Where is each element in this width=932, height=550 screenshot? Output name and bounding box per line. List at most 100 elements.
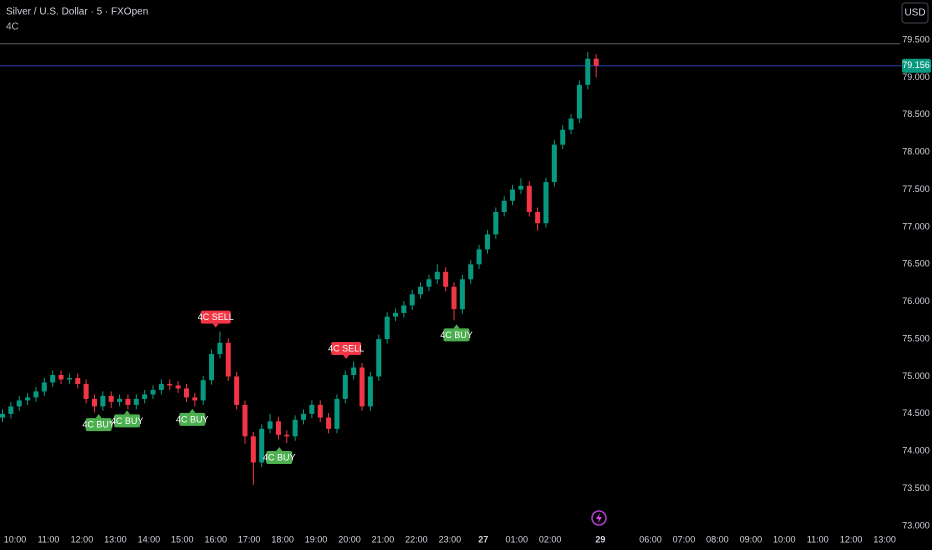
candle-body bbox=[50, 374, 56, 383]
x-tick-label: 16:00 bbox=[204, 534, 227, 544]
x-tick-label: 12:00 bbox=[840, 534, 863, 544]
x-tick-label: 11:00 bbox=[807, 534, 829, 544]
candle-body bbox=[267, 421, 273, 429]
candle-body bbox=[25, 397, 31, 401]
y-tick-label: 76.500 bbox=[902, 259, 930, 269]
y-tick-label: 76.000 bbox=[902, 296, 930, 306]
candle-body bbox=[292, 419, 298, 437]
last-price-label: 79.156 bbox=[902, 60, 930, 70]
candle-body bbox=[117, 398, 123, 402]
signal-box bbox=[443, 328, 470, 342]
candle-body bbox=[192, 397, 198, 401]
candle-body bbox=[518, 185, 524, 190]
chart-title: Silver / U.S. Dollar · 5 · FXOpen bbox=[6, 7, 148, 18]
candle-body bbox=[560, 129, 566, 145]
candle-body bbox=[593, 58, 599, 66]
x-tick-label: 20:00 bbox=[338, 534, 361, 544]
candle-body bbox=[468, 264, 474, 280]
candle-body bbox=[217, 342, 223, 355]
candle-body bbox=[367, 376, 373, 407]
x-tick-label: 09:00 bbox=[740, 534, 763, 544]
session-icon bbox=[591, 510, 607, 526]
candle-body bbox=[326, 417, 332, 429]
signal-label: 4C BUY bbox=[440, 330, 473, 340]
signal-box bbox=[179, 412, 206, 426]
indicator-name: 4C bbox=[6, 22, 19, 33]
candle-body bbox=[418, 286, 424, 295]
signal-box bbox=[85, 418, 112, 432]
candle-body bbox=[426, 279, 432, 287]
candle-body bbox=[401, 305, 407, 313]
x-tick-label: 12:00 bbox=[71, 534, 94, 544]
last-price-box bbox=[902, 58, 931, 73]
candle-body bbox=[510, 189, 516, 201]
candle-body bbox=[242, 404, 248, 437]
candle-body bbox=[259, 428, 265, 463]
signal-pointer bbox=[212, 323, 219, 328]
candle-body bbox=[443, 271, 449, 287]
candle-body bbox=[83, 383, 89, 399]
candle-body bbox=[301, 413, 307, 420]
x-tick-label: 01:00 bbox=[505, 534, 528, 544]
candle-body bbox=[209, 354, 215, 381]
candle-body bbox=[459, 279, 465, 310]
x-tick-label: 15:00 bbox=[171, 534, 194, 544]
candle-body bbox=[384, 316, 390, 340]
candle-body bbox=[342, 374, 348, 399]
x-tick-label: 07:00 bbox=[673, 534, 696, 544]
candle-body bbox=[493, 211, 499, 235]
candle-body bbox=[0, 413, 6, 418]
signal-label: 4C BUY bbox=[263, 452, 296, 462]
candle-body bbox=[543, 182, 549, 224]
candle-body bbox=[8, 406, 14, 414]
x-tick-label: 02:00 bbox=[539, 534, 562, 544]
candle-body bbox=[158, 383, 164, 390]
candle-body bbox=[309, 404, 315, 414]
candle-body bbox=[359, 367, 365, 407]
candle-body bbox=[476, 249, 482, 265]
x-tick-label: 14:00 bbox=[138, 534, 161, 544]
x-tick-label: 13:00 bbox=[104, 534, 127, 544]
y-tick-label: 77.500 bbox=[902, 184, 930, 194]
y-tick-label: 75.500 bbox=[902, 333, 930, 343]
candle-body bbox=[133, 398, 139, 405]
y-tick-label: 74.000 bbox=[902, 446, 930, 456]
candle-body bbox=[125, 398, 131, 405]
x-tick-label: 19:00 bbox=[305, 534, 328, 544]
candle-body bbox=[16, 400, 22, 407]
x-tick-label: 06:00 bbox=[639, 534, 662, 544]
candle-body bbox=[434, 271, 440, 280]
signal-pointer bbox=[124, 410, 131, 415]
candle-body bbox=[576, 84, 582, 119]
currency-button[interactable] bbox=[901, 2, 929, 24]
x-tick-label: 21:00 bbox=[372, 534, 395, 544]
candle-body bbox=[250, 436, 256, 463]
y-tick-label: 78.500 bbox=[902, 109, 930, 119]
candle-body bbox=[33, 391, 39, 398]
y-tick-label: 79.000 bbox=[902, 72, 930, 82]
candle-body bbox=[275, 421, 281, 435]
signal-pointer bbox=[343, 355, 350, 360]
x-tick-label: 10:00 bbox=[4, 534, 27, 544]
currency-label: USD bbox=[904, 8, 925, 19]
signal-label: 4C BUY bbox=[111, 416, 144, 426]
x-tick-label: 13:00 bbox=[873, 534, 896, 544]
candle-body bbox=[451, 286, 457, 310]
candle-body bbox=[167, 383, 173, 386]
candle-body bbox=[58, 374, 64, 380]
candle-body bbox=[234, 376, 240, 405]
signal-pointer bbox=[276, 447, 283, 452]
candle-body bbox=[484, 234, 490, 250]
signal-box bbox=[200, 310, 231, 324]
signal-label: 4C SELL bbox=[328, 343, 364, 353]
signal-label: 4C SELL bbox=[198, 312, 234, 322]
candle-body bbox=[526, 185, 532, 212]
y-tick-label: 73.500 bbox=[902, 483, 930, 493]
candle-body bbox=[150, 389, 156, 395]
candle-body bbox=[376, 339, 382, 377]
y-tick-label: 79.500 bbox=[902, 34, 930, 44]
y-tick-label: 73.000 bbox=[902, 520, 930, 530]
y-tick-label: 75.000 bbox=[902, 371, 930, 381]
signal-box bbox=[266, 451, 293, 465]
